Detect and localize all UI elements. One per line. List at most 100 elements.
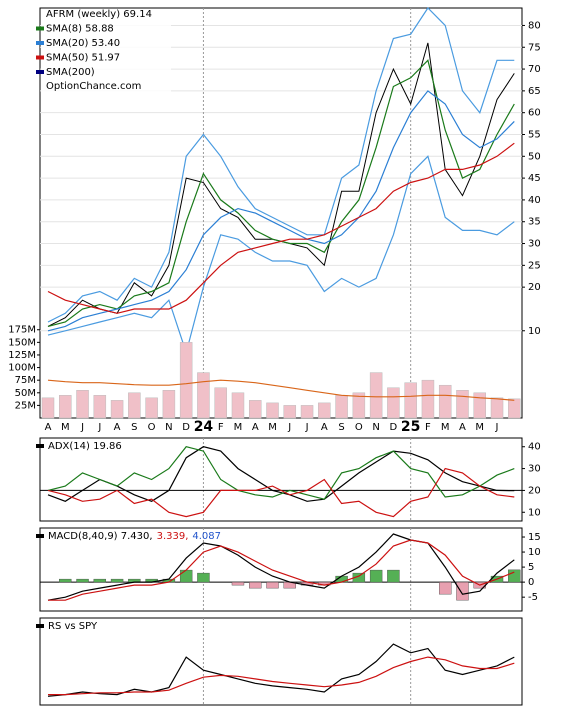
legend-label: SMA(200) [46, 67, 95, 78]
x-tick-label: J [97, 422, 101, 433]
histogram-bar [197, 572, 210, 583]
x-tick-label: M [234, 422, 243, 433]
volume-bar [352, 392, 366, 419]
y-tick-label: 75M [15, 375, 36, 386]
volume-average [47, 379, 515, 401]
volume-bar [335, 395, 348, 419]
y-tick-label: 25 [528, 260, 541, 271]
y-tick-label: 20 [528, 282, 541, 293]
series-line [48, 656, 515, 696]
y-tick-label: 75 [528, 42, 541, 53]
histogram-bar [266, 581, 279, 589]
legend-label: MACD(8,40,9) 7.430, [48, 531, 153, 542]
histogram-bar [249, 581, 262, 589]
y-tick-label: 125M [8, 350, 36, 361]
volume-bar [214, 387, 227, 419]
volume-bar [490, 397, 504, 419]
volume-bar [369, 372, 383, 419]
bollinger-lower [47, 155, 515, 355]
volume-bar [438, 384, 452, 419]
legend-label: 4.087 [192, 531, 221, 542]
y-tick-label: 0 [528, 577, 534, 588]
series-line [47, 533, 515, 601]
legend-swatch [36, 624, 44, 628]
series-line [47, 90, 515, 332]
panel-frame [39, 437, 523, 522]
histogram-bar [59, 578, 72, 583]
legend-swatch [36, 41, 44, 45]
y-tick-label: 10 [528, 326, 541, 337]
y-tick-label: 15 [528, 532, 541, 543]
x-tick-label: A [321, 422, 328, 433]
volume-bar [421, 379, 435, 419]
volume-bar [145, 397, 158, 419]
volume-bar [283, 405, 297, 419]
volume-bar [318, 402, 331, 419]
histogram-bar [387, 569, 400, 583]
x-tick-label: M [61, 422, 70, 433]
y-tick-label: 70 [528, 64, 541, 75]
series-line [47, 446, 515, 500]
x-tick-label: N [372, 422, 379, 433]
y-tick-label: 100M [8, 363, 36, 374]
x-tick-label: S [338, 422, 344, 433]
x-tick-label: O [355, 422, 363, 433]
legend-swatch [36, 26, 44, 31]
x-tick-label: M [268, 422, 277, 433]
y-tick-label: 150M [8, 337, 36, 348]
histogram-bar [369, 569, 383, 583]
y-tick-label: 65 [528, 86, 541, 97]
histogram-bar [508, 569, 521, 583]
x-tick-label: O [148, 422, 156, 433]
x-tick-label: 25 [401, 419, 420, 435]
y-tick-label: -5 [528, 592, 538, 603]
series-line [47, 467, 515, 518]
y-tick-label: 50 [528, 151, 541, 162]
series-line [47, 446, 515, 502]
y-tick-label: 30 [528, 464, 541, 475]
annotation: OptionChance.com [46, 81, 141, 92]
volume-bar [508, 398, 521, 419]
x-tick-label: D [182, 422, 190, 433]
x-tick-label: J [287, 422, 291, 433]
volume-bar [248, 400, 262, 419]
series-line [47, 142, 515, 314]
volume-bar [387, 387, 400, 419]
y-tick-label: 40 [528, 442, 541, 453]
histogram-bar [456, 581, 469, 601]
volume-bar [128, 392, 141, 419]
x-tick-label: F [218, 422, 224, 433]
histogram-bar [439, 581, 452, 595]
legend-label: SMA(8) 58.88 [46, 24, 114, 35]
y-tick-label: 5 [528, 562, 534, 573]
histogram-bar [179, 569, 193, 583]
y-tick-label: 50M [15, 388, 36, 399]
series-line [47, 643, 515, 697]
x-tick-label: J [305, 422, 309, 433]
x-tick-label: A [459, 422, 466, 433]
legend-box [41, 9, 171, 97]
y-tick-label: 20 [528, 485, 541, 496]
volume-bar [41, 397, 55, 419]
y-tick-label: 80 [528, 20, 541, 31]
x-tick-label: F [425, 422, 431, 433]
x-tick-label: A [114, 422, 121, 433]
legend-swatch [36, 70, 44, 74]
x-tick-label: M [441, 422, 450, 433]
legend-swatch [36, 534, 44, 538]
y-tick-label: 55 [528, 129, 541, 140]
legend-label: SMA(50) 51.97 [46, 53, 120, 64]
volume-bar [59, 395, 72, 419]
volume-bar [456, 390, 469, 419]
x-tick-label: S [131, 422, 137, 433]
x-tick-label: N [165, 422, 172, 433]
volume-bar [266, 402, 279, 419]
legend-label: ADX(14) 19.86 [48, 441, 122, 452]
y-tick-label: 35 [528, 217, 541, 228]
histogram-bar [76, 578, 89, 583]
legend-label: 3.339, [157, 531, 189, 542]
histogram-bar [110, 578, 124, 583]
volume-bar [231, 392, 245, 419]
volume-bar [473, 392, 486, 419]
